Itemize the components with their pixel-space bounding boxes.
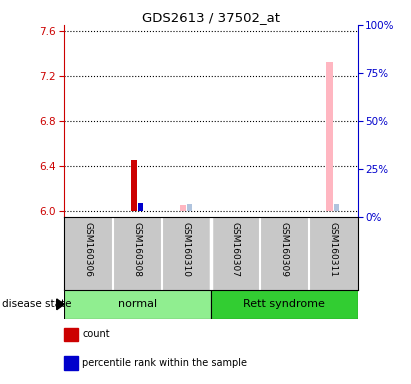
Text: normal: normal [118, 299, 157, 310]
Text: disease state: disease state [2, 299, 72, 310]
Text: count: count [82, 329, 110, 339]
Text: GSM160309: GSM160309 [279, 222, 289, 277]
Bar [334, 204, 339, 211]
Text: GSM160310: GSM160310 [182, 222, 191, 277]
Text: percentile rank within the sample: percentile rank within the sample [82, 358, 247, 368]
Bar [131, 160, 137, 211]
Text: GSM160307: GSM160307 [231, 222, 240, 277]
Bar [211, 290, 358, 319]
Title: GDS2613 / 37502_at: GDS2613 / 37502_at [142, 11, 279, 24]
Bar [138, 204, 143, 211]
Text: Rett syndrome: Rett syndrome [243, 299, 325, 310]
Bar [180, 205, 186, 211]
Bar [64, 290, 210, 319]
Text: GSM160306: GSM160306 [84, 222, 93, 277]
Bar [187, 204, 192, 211]
Bar [326, 62, 333, 211]
Polygon shape [57, 299, 64, 310]
Text: GSM160308: GSM160308 [133, 222, 142, 277]
Text: GSM160311: GSM160311 [328, 222, 337, 277]
